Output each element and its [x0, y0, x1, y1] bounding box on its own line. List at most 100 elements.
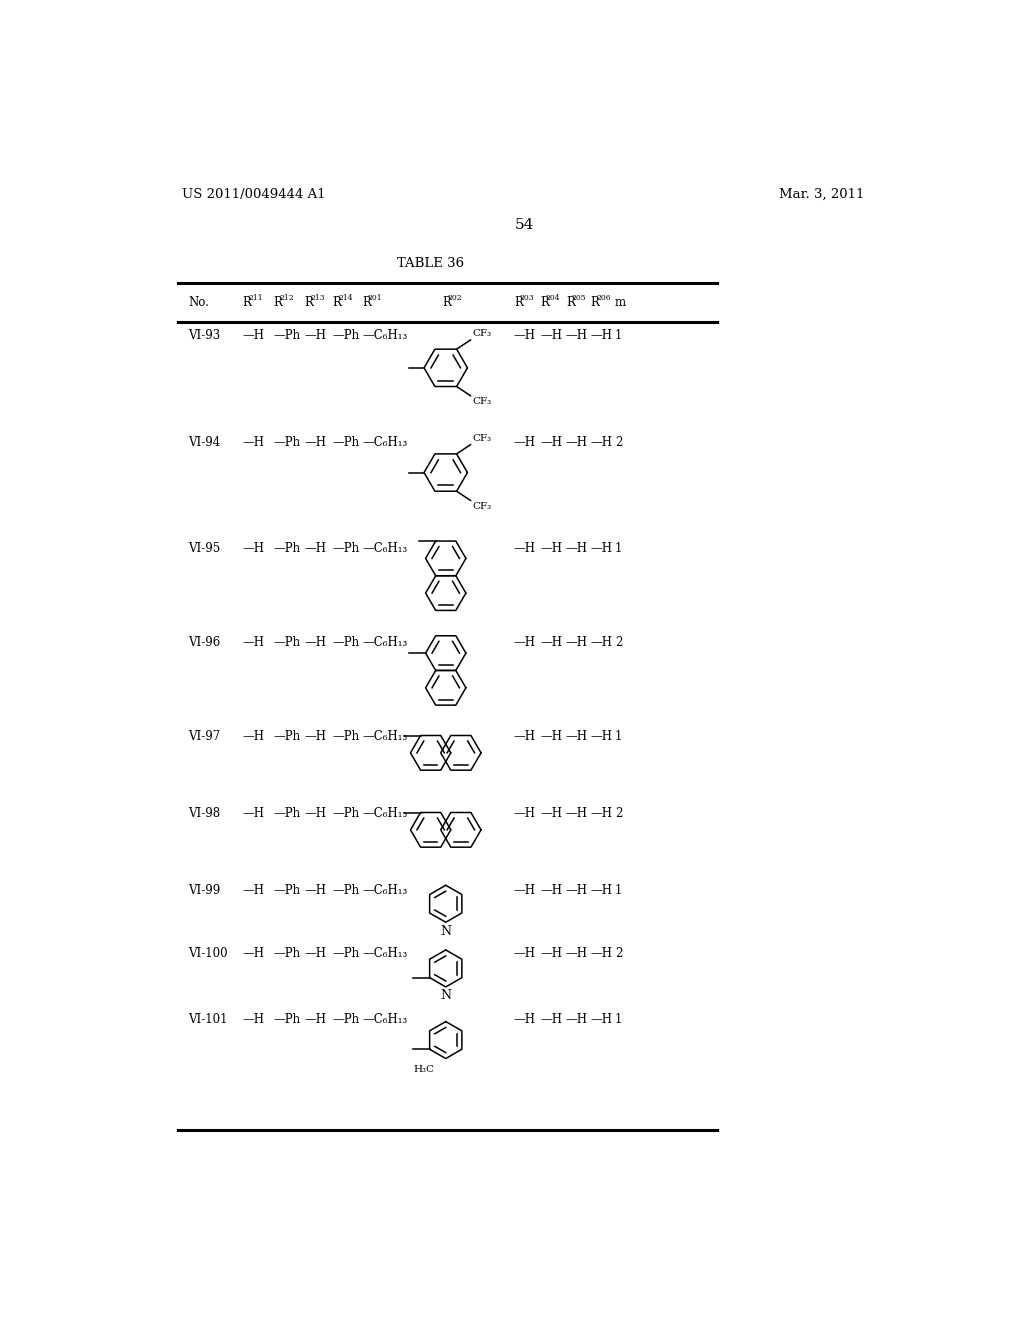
Text: —H: —H — [305, 730, 327, 743]
Text: —H: —H — [305, 636, 327, 649]
Text: —H: —H — [566, 330, 588, 342]
Text: —Ph: —Ph — [273, 946, 301, 960]
Text: —H: —H — [566, 807, 588, 820]
Text: 2: 2 — [614, 946, 622, 960]
Text: —H: —H — [305, 946, 327, 960]
Text: —H: —H — [541, 330, 562, 342]
Text: —H: —H — [591, 946, 612, 960]
Text: CF₃: CF₃ — [472, 397, 492, 407]
Text: VI-99: VI-99 — [188, 884, 221, 896]
Text: —Ph: —Ph — [273, 543, 301, 554]
Text: —H: —H — [591, 807, 612, 820]
Text: —H: —H — [591, 884, 612, 896]
Text: —H: —H — [591, 436, 612, 449]
Text: R: R — [591, 296, 599, 309]
Text: —H: —H — [243, 636, 264, 649]
Text: —H: —H — [566, 730, 588, 743]
Text: R: R — [514, 296, 523, 309]
Text: R: R — [273, 296, 283, 309]
Text: R: R — [362, 296, 371, 309]
Text: —H: —H — [514, 730, 536, 743]
Text: —H: —H — [514, 636, 536, 649]
Text: m: m — [614, 296, 626, 309]
Text: —H: —H — [305, 807, 327, 820]
Text: —H: —H — [243, 730, 264, 743]
Text: US 2011/0049444 A1: US 2011/0049444 A1 — [182, 187, 326, 201]
Text: —H: —H — [591, 636, 612, 649]
Text: —H: —H — [514, 1014, 536, 1026]
Text: —H: —H — [591, 1014, 612, 1026]
Text: R: R — [541, 296, 549, 309]
Text: 1: 1 — [614, 1014, 622, 1026]
Text: —H: —H — [305, 543, 327, 554]
Text: CF₃: CF₃ — [472, 434, 492, 444]
Text: —H: —H — [514, 543, 536, 554]
Text: H₃C: H₃C — [414, 1065, 434, 1073]
Text: —H: —H — [243, 807, 264, 820]
Text: 213: 213 — [310, 294, 325, 302]
Text: —Ph: —Ph — [333, 730, 359, 743]
Text: VI-101: VI-101 — [188, 1014, 228, 1026]
Text: —H: —H — [591, 730, 612, 743]
Text: VI-96: VI-96 — [188, 636, 221, 649]
Text: —H: —H — [541, 884, 562, 896]
Text: N: N — [440, 989, 452, 1002]
Text: VI-94: VI-94 — [188, 436, 221, 449]
Text: R: R — [305, 296, 313, 309]
Text: 1: 1 — [614, 330, 622, 342]
Text: 2: 2 — [614, 636, 622, 649]
Text: —C₆H₁₃: —C₆H₁₃ — [362, 543, 408, 554]
Text: R: R — [333, 296, 341, 309]
Text: —H: —H — [566, 946, 588, 960]
Text: VI-97: VI-97 — [188, 730, 221, 743]
Text: —H: —H — [514, 330, 536, 342]
Text: —C₆H₁₃: —C₆H₁₃ — [362, 636, 408, 649]
Text: —H: —H — [243, 946, 264, 960]
Text: —Ph: —Ph — [333, 436, 359, 449]
Text: —C₆H₁₃: —C₆H₁₃ — [362, 807, 408, 820]
Text: —H: —H — [243, 1014, 264, 1026]
Text: —H: —H — [514, 884, 536, 896]
Text: —Ph: —Ph — [273, 636, 301, 649]
Text: 1: 1 — [614, 543, 622, 554]
Text: —H: —H — [566, 543, 588, 554]
Text: —C₆H₁₃: —C₆H₁₃ — [362, 1014, 408, 1026]
Text: —H: —H — [541, 636, 562, 649]
Text: 2: 2 — [614, 807, 622, 820]
Text: —H: —H — [541, 807, 562, 820]
Text: 212: 212 — [280, 294, 294, 302]
Text: —H: —H — [541, 730, 562, 743]
Text: No.: No. — [188, 296, 209, 309]
Text: —Ph: —Ph — [333, 946, 359, 960]
Text: —Ph: —Ph — [333, 884, 359, 896]
Text: —Ph: —Ph — [333, 330, 359, 342]
Text: —H: —H — [514, 436, 536, 449]
Text: VI-100: VI-100 — [188, 946, 228, 960]
Text: —Ph: —Ph — [333, 636, 359, 649]
Text: —H: —H — [243, 330, 264, 342]
Text: —C₆H₁₃: —C₆H₁₃ — [362, 436, 408, 449]
Text: —H: —H — [591, 330, 612, 342]
Text: —Ph: —Ph — [273, 884, 301, 896]
Text: —H: —H — [541, 436, 562, 449]
Text: 206: 206 — [596, 294, 610, 302]
Text: —H: —H — [243, 884, 264, 896]
Text: 2: 2 — [614, 436, 622, 449]
Text: 204: 204 — [546, 294, 560, 302]
Text: —H: —H — [541, 946, 562, 960]
Text: 214: 214 — [338, 294, 352, 302]
Text: —Ph: —Ph — [273, 436, 301, 449]
Text: VI-98: VI-98 — [188, 807, 220, 820]
Text: 205: 205 — [571, 294, 586, 302]
Text: 1: 1 — [614, 884, 622, 896]
Text: —H: —H — [243, 543, 264, 554]
Text: —Ph: —Ph — [333, 807, 359, 820]
Text: —H: —H — [541, 543, 562, 554]
Text: —H: —H — [305, 884, 327, 896]
Text: —H: —H — [305, 1014, 327, 1026]
Text: —H: —H — [566, 436, 588, 449]
Text: CF₃: CF₃ — [472, 330, 492, 338]
Text: TABLE 36: TABLE 36 — [396, 257, 464, 271]
Text: R: R — [243, 296, 252, 309]
Text: —C₆H₁₃: —C₆H₁₃ — [362, 730, 408, 743]
